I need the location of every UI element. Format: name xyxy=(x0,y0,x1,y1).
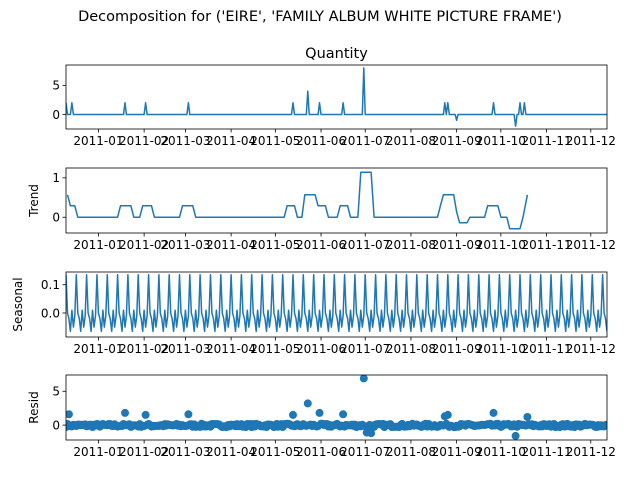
observed-plot-area xyxy=(66,67,607,127)
seasonal-xtick-label: 2011-01 xyxy=(73,342,123,356)
resid-point xyxy=(184,410,193,419)
observed-xtick-label: 2011-02 xyxy=(119,134,169,148)
resid-ylabel: Resid xyxy=(27,391,41,423)
seasonal-xtick-label: 2011-02 xyxy=(119,342,169,356)
resid-ytick-label: 5 xyxy=(52,385,60,399)
resid-xtick-label: 2011-03 xyxy=(160,445,210,459)
trend-xtick-label: 2011-07 xyxy=(340,238,390,252)
observed-xtick-label: 2011-05 xyxy=(250,134,300,148)
trend-xtick-label: 2011-11 xyxy=(521,238,571,252)
trend-xtick-label: 2011-02 xyxy=(119,238,169,252)
panel-resid: Resid052011-012011-022011-032011-042011-… xyxy=(27,374,616,459)
resid-ytick-label: 0 xyxy=(52,418,60,432)
observed-xtick-label: 2011-10 xyxy=(476,134,526,148)
seasonal-series-line xyxy=(66,274,607,333)
trend-xtick-label: 2011-03 xyxy=(160,238,210,252)
resid-xtick-label: 2011-01 xyxy=(73,445,123,459)
observed-title: Quantity xyxy=(305,46,368,62)
trend-ylabel: Trend xyxy=(27,184,41,218)
resid-xtick-label: 2011-06 xyxy=(296,445,346,459)
resid-point xyxy=(339,410,348,419)
resid-point xyxy=(141,410,150,419)
observed-xtick-label: 2011-12 xyxy=(566,134,616,148)
resid-point xyxy=(315,408,324,417)
seasonal-xtick-label: 2011-04 xyxy=(206,342,256,356)
figure-suptitle: Decomposition for ('EIRE', 'FAMILY ALBUM… xyxy=(78,9,562,25)
trend-xtick-label: 2011-09 xyxy=(432,238,482,252)
observed-xtick-label: 2011-11 xyxy=(521,134,571,148)
resid-xtick-label: 2011-07 xyxy=(340,445,390,459)
seasonal-xtick-label: 2011-12 xyxy=(566,342,616,356)
observed-xtick-label: 2011-09 xyxy=(432,134,482,148)
resid-point xyxy=(489,408,498,417)
resid-xtick-label: 2011-11 xyxy=(521,445,571,459)
resid-xtick-label: 2011-05 xyxy=(250,445,300,459)
observed-ytick-label: 0 xyxy=(52,108,60,122)
trend-xtick-label: 2011-04 xyxy=(206,238,256,252)
seasonal-xtick-label: 2011-08 xyxy=(386,342,436,356)
resid-axes-frame xyxy=(65,374,608,441)
quantity-series-line xyxy=(66,67,607,127)
panel-observed: Quantity052011-012011-022011-032011-0420… xyxy=(52,46,615,148)
seasonal-ylabel: Seasonal xyxy=(11,277,25,331)
seasonal-ytick-label: 0.0 xyxy=(41,306,60,320)
observed-xtick-label: 2011-06 xyxy=(296,134,346,148)
resid-xtick-label: 2011-12 xyxy=(566,445,616,459)
resid-xtick-label: 2011-08 xyxy=(386,445,436,459)
observed-xtick-label: 2011-04 xyxy=(206,134,256,148)
resid-xtick-label: 2011-02 xyxy=(119,445,169,459)
panel-trend: Trend012011-012011-022011-032011-042011-… xyxy=(27,167,616,252)
observed-xtick-label: 2011-01 xyxy=(73,134,123,148)
resid-point xyxy=(121,408,129,417)
observed-xtick-label: 2011-03 xyxy=(160,134,210,148)
observed-axes-frame xyxy=(65,64,608,130)
trend-xtick-label: 2011-06 xyxy=(296,238,346,252)
resid-point xyxy=(66,410,73,419)
trend-series-line xyxy=(66,171,529,230)
resid-point xyxy=(359,375,368,383)
seasonal-axes-frame xyxy=(65,271,608,338)
trend-xtick-label: 2011-08 xyxy=(386,238,436,252)
panel-seasonal: Seasonal 0.10.02011-012011-022011-032011-… xyxy=(11,271,616,356)
resid-point xyxy=(289,410,297,419)
trend-axes-frame xyxy=(65,167,608,234)
trend-ytick-label: 1 xyxy=(52,171,60,185)
resid-point xyxy=(603,421,607,429)
seasonal-xtick-label: 2011-05 xyxy=(250,342,300,356)
trend-xtick-label: 2011-12 xyxy=(566,238,616,252)
resid-point xyxy=(523,413,532,421)
observed-ytick-label: 5 xyxy=(52,79,60,93)
resid-xtick-label: 2011-09 xyxy=(432,445,482,459)
resid-xtick-label: 2011-04 xyxy=(206,445,256,459)
seasonal-xtick-label: 2011-06 xyxy=(296,342,346,356)
seasonal-xtick-label: 2011-11 xyxy=(521,342,571,356)
resid-plot-area xyxy=(66,375,607,440)
resid-xtick-label: 2011-10 xyxy=(476,445,526,459)
resid-point xyxy=(443,410,452,419)
trend-plot-area xyxy=(66,171,529,230)
trend-ytick-label: 0 xyxy=(52,211,60,225)
seasonal-ytick-label: 0.1 xyxy=(41,278,60,292)
resid-point xyxy=(511,431,520,440)
resid-point xyxy=(367,429,376,438)
seasonal-xtick-label: 2011-10 xyxy=(476,342,526,356)
seasonal-xtick-label: 2011-07 xyxy=(340,342,390,356)
seasonal-plot-area xyxy=(66,274,607,333)
seasonal-xtick-label: 2011-09 xyxy=(432,342,482,356)
trend-xtick-label: 2011-01 xyxy=(73,238,123,252)
trend-xtick-label: 2011-05 xyxy=(250,238,300,252)
trend-xtick-label: 2011-10 xyxy=(476,238,526,252)
observed-xtick-label: 2011-08 xyxy=(386,134,436,148)
resid-point xyxy=(303,399,312,408)
observed-xtick-label: 2011-07 xyxy=(340,134,390,148)
seasonal-xtick-label: 2011-03 xyxy=(160,342,210,356)
